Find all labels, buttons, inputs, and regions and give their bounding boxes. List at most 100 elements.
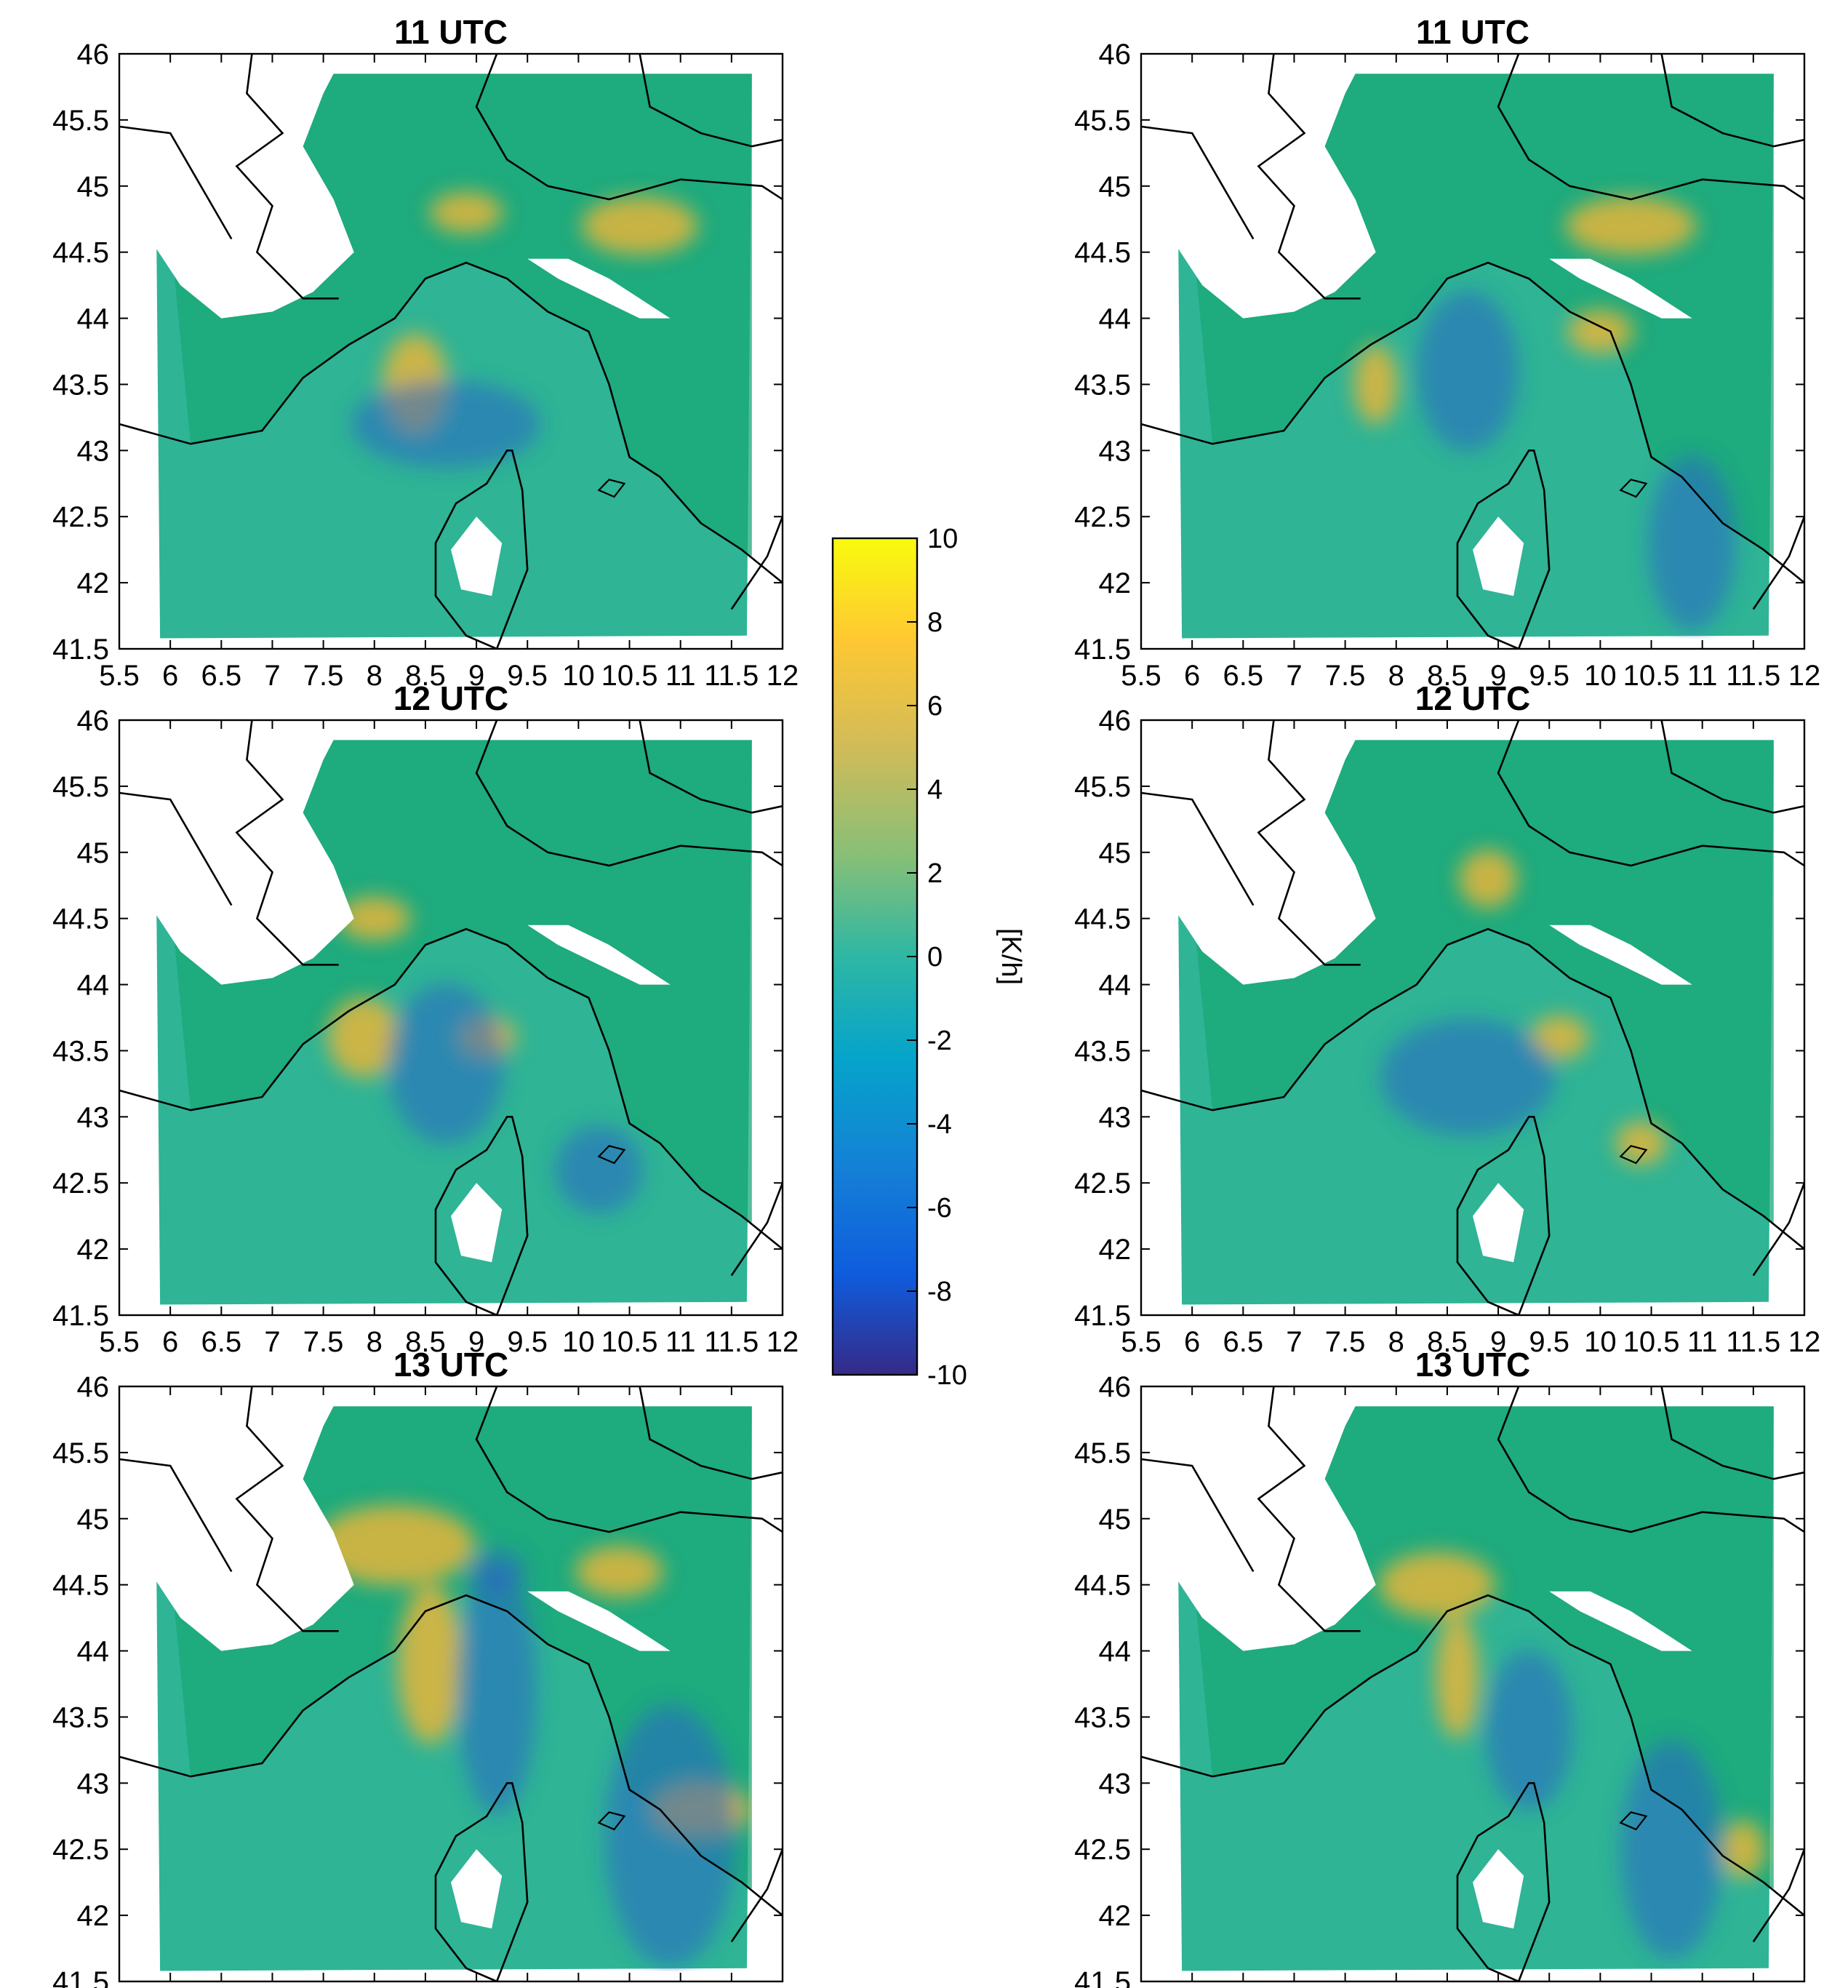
colorbar: 10 8 6 4 2 0 -2 -4 -6 -8 -10 [K/h] [831, 524, 1026, 1391]
x-tick-label: 7.5 [303, 1326, 344, 1358]
y-tick-label: 44 [1099, 1636, 1132, 1668]
y-tick-label: 45 [1099, 1504, 1132, 1536]
border-line [730, 516, 783, 610]
masked-apennines [1549, 925, 1692, 985]
x-tick-label: 6 [162, 660, 178, 692]
map-panel: 13 UTC5.566.577.588.599.51010.51111.5124… [52, 1346, 784, 1988]
y-tick-label: 44 [1099, 970, 1132, 1002]
warming-patch [314, 1505, 475, 1586]
x-tick-label: 8 [367, 660, 383, 692]
x-tick-label: 10.5 [1623, 1326, 1680, 1358]
x-tick-label: 10 [562, 660, 595, 692]
border-line [1257, 54, 1361, 300]
masked-alps [119, 54, 354, 319]
y-tick-label: 42 [1099, 567, 1132, 599]
masked-alps [1141, 54, 1376, 319]
x-tick-label: 11.5 [704, 660, 759, 692]
colorbar-tick-label: -2 [927, 1026, 952, 1056]
y-tick-label: 44.5 [52, 1570, 109, 1602]
masked-apennines [527, 258, 671, 319]
border-line [1497, 54, 1804, 201]
x-tick-label: 11 [1687, 660, 1718, 692]
y-tick-label: 44 [1099, 303, 1132, 335]
border-line [119, 791, 233, 906]
y-tick-label: 45 [77, 837, 110, 869]
y-tick-label: 44 [77, 970, 110, 1002]
colorbar-tick-label: -10 [927, 1360, 967, 1391]
x-tick-label: 11 [665, 660, 696, 692]
axes-frame [118, 52, 784, 650]
y-tick-label: 45.5 [52, 105, 109, 137]
colorbar-tick-label: 6 [927, 691, 943, 722]
x-tick-label: 7 [1286, 660, 1302, 692]
x-tick-label: 9.5 [1529, 1326, 1569, 1358]
x-tick-label: 8.5 [1427, 660, 1468, 692]
border-line [639, 1386, 783, 1480]
y-tick-label: 45.5 [1074, 105, 1131, 137]
y-tick-label: 43.5 [1074, 369, 1131, 401]
x-tick-label: 8 [1388, 1326, 1404, 1358]
x-tick-label: 10 [1584, 1326, 1617, 1358]
panel-title: 13 UTC [393, 1346, 508, 1384]
cooling-patch [1485, 1650, 1573, 1811]
y-tick-label: 43 [1099, 1768, 1132, 1800]
y-tick-label: 42.5 [52, 1834, 109, 1866]
border-line [730, 1848, 783, 1943]
x-tick-label: 7 [1286, 1326, 1302, 1358]
warming-patch [1378, 1552, 1495, 1618]
corsica-coast [1456, 1782, 1551, 1981]
y-tick-label: 43 [77, 1101, 110, 1133]
corsica-coast [434, 1782, 529, 1981]
y-tick-label: 45.5 [52, 1437, 109, 1469]
elba-coast [597, 1811, 626, 1831]
x-tick-label: 8.5 [405, 660, 446, 692]
y-tick-label: 44.5 [1074, 1570, 1131, 1602]
y-tick-label: 45 [1099, 837, 1132, 869]
warming-patch [1721, 1820, 1765, 1879]
x-tick-label: 6 [162, 1326, 178, 1358]
x-tick-label: 8 [367, 1326, 383, 1358]
x-tick-label: 8.5 [1427, 1326, 1468, 1358]
warming-patch [1615, 1121, 1667, 1165]
axes-frame [1140, 1385, 1806, 1983]
map-panel: 13 UTC5.566.577.588.599.51010.51111.5124… [1074, 1346, 1806, 1988]
y-tick-label: 45.5 [1074, 1437, 1131, 1469]
cooling-patch [1380, 1018, 1555, 1135]
x-tick-label: 11 [665, 1326, 696, 1358]
cooling-patch [1620, 1740, 1723, 1959]
x-tick-label: 9 [1490, 1326, 1506, 1358]
x-tick-label: 10 [562, 1326, 595, 1358]
coastline [119, 927, 783, 1250]
warming-patch [1565, 196, 1697, 255]
colorbar-tick-label: -8 [927, 1277, 952, 1307]
warming-patch [327, 997, 401, 1078]
y-tick-label: 43.5 [1074, 1701, 1131, 1733]
border-line [119, 125, 233, 240]
border-line [1752, 516, 1804, 610]
coastline [119, 261, 783, 584]
border-line [119, 1458, 233, 1573]
x-tick-label: 12 [767, 660, 799, 692]
border-line [1752, 1848, 1804, 1943]
y-tick-label: 42.5 [52, 1167, 109, 1199]
masked-apennines [527, 1591, 671, 1651]
masked-alps [1141, 720, 1376, 985]
border-line [1141, 125, 1255, 240]
border-line [1660, 720, 1804, 814]
y-tick-label: 43 [77, 1768, 110, 1800]
y-tick-label: 42 [77, 567, 110, 599]
masked-apennines [1549, 258, 1692, 319]
corsica-coast [1456, 449, 1551, 649]
x-tick-label: 8.5 [405, 1326, 446, 1358]
border-line [1141, 1458, 1255, 1573]
axes-frame [1140, 52, 1806, 650]
y-tick-label: 44 [77, 303, 110, 335]
warming-patch [1353, 344, 1398, 425]
map-panel: 11 UTC 5.5 6 6.5 7 7.5 8 8.5 9 9.5 10 10.5 11 11.5 12 4… [1074, 13, 1820, 692]
y-tick-label: 42 [1099, 1900, 1132, 1932]
y-tick-label: 41.5 [1074, 634, 1131, 666]
x-tick-label: 6.5 [201, 1326, 242, 1358]
border-line [235, 54, 339, 300]
masked-alps [119, 1386, 354, 1651]
